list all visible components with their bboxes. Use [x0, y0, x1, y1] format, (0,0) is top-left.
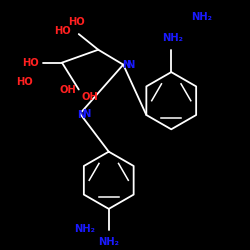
Text: N: N	[82, 109, 91, 119]
Text: HO: HO	[16, 77, 32, 87]
Text: HO: HO	[54, 26, 71, 36]
Text: N: N	[122, 60, 130, 70]
Text: N: N	[78, 110, 86, 120]
Text: OH: OH	[81, 92, 98, 102]
Text: HO: HO	[22, 58, 39, 68]
Text: NH₂: NH₂	[191, 12, 212, 22]
Text: NH₂: NH₂	[162, 33, 183, 43]
Text: HO: HO	[68, 16, 84, 26]
Text: OH: OH	[60, 84, 76, 94]
Text: N: N	[126, 60, 134, 70]
Text: NH₂: NH₂	[74, 224, 96, 234]
Text: NH₂: NH₂	[98, 238, 119, 248]
